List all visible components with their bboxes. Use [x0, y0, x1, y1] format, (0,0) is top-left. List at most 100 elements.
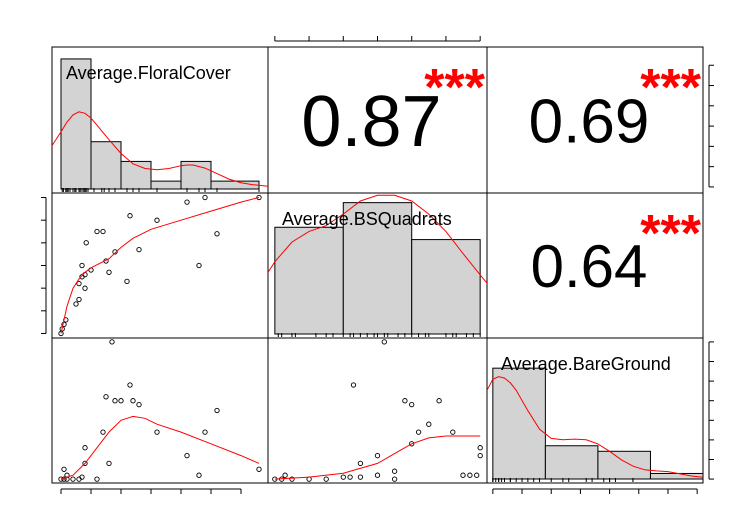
data-point	[61, 466, 67, 472]
data-point	[136, 246, 142, 253]
data-point	[76, 296, 82, 303]
data-point	[256, 194, 262, 201]
data-point	[202, 429, 208, 435]
histogram-panel: Average.BareGround	[487, 354, 704, 482]
variable-label: Average.FloralCover	[66, 63, 231, 83]
data-point	[214, 231, 220, 237]
data-point	[474, 472, 480, 478]
histogram-panel: Average.FloralCover	[52, 58, 268, 192]
histogram-panel: Average.BSQuadrats	[268, 194, 487, 337]
smooth-line	[274, 435, 481, 480]
data-point	[82, 460, 88, 467]
panel-frame	[486, 337, 704, 484]
data-point	[450, 429, 456, 435]
variable-label: Average.BareGround	[501, 354, 671, 374]
data-point	[256, 466, 262, 472]
histogram-bar	[210, 180, 260, 190]
data-point	[127, 213, 133, 219]
data-point	[112, 398, 118, 404]
data-point	[82, 285, 88, 291]
histogram-bar	[544, 445, 599, 480]
data-point	[374, 472, 381, 478]
scatter-panel	[58, 339, 262, 482]
data-point	[112, 249, 118, 255]
data-point	[76, 280, 82, 287]
significance-stars: ***	[424, 59, 485, 117]
data-point	[106, 269, 112, 275]
correlation-panel: 0.69***	[529, 59, 702, 156]
data-point	[381, 339, 387, 345]
density-curve	[268, 194, 487, 284]
correlation-panel: 0.87***	[301, 59, 485, 162]
data-point	[154, 429, 160, 435]
data-point	[357, 474, 364, 480]
data-point	[184, 452, 190, 459]
data-point	[136, 401, 142, 408]
data-point	[70, 476, 76, 482]
data-point	[196, 472, 202, 478]
data-point	[409, 441, 415, 447]
correlation-value: 0.64	[531, 233, 648, 300]
histogram-bar	[342, 202, 413, 335]
data-point	[109, 339, 115, 345]
data-point	[124, 278, 130, 285]
data-point	[184, 199, 190, 205]
data-point	[130, 398, 136, 404]
data-point	[340, 474, 346, 480]
data-point	[467, 472, 473, 478]
data-point	[79, 262, 85, 269]
data-point	[289, 476, 295, 482]
data-point	[350, 382, 357, 388]
histogram-bar	[90, 141, 122, 190]
data-point	[402, 398, 408, 404]
data-point	[202, 194, 208, 201]
histogram-bar	[411, 239, 481, 335]
data-point	[94, 228, 100, 235]
data-point	[154, 217, 160, 223]
significance-stars: ***	[640, 59, 701, 117]
histogram-bar	[150, 180, 182, 190]
panel-frame	[267, 337, 488, 484]
data-point	[426, 421, 432, 427]
data-point	[196, 262, 202, 269]
correlation-panel: 0.64***	[531, 205, 702, 300]
correlation-value: 0.87	[301, 82, 441, 162]
data-point	[58, 476, 64, 482]
data-point	[127, 382, 133, 388]
data-point	[73, 301, 79, 307]
cells-layer: Average.FloralCover Average.BSQuadrats Ave…	[51, 46, 704, 484]
variable-label: Average.BSQuadrats	[282, 209, 452, 229]
correlation-value: 0.69	[529, 87, 650, 156]
histogram-bar	[274, 226, 344, 335]
data-point	[374, 452, 381, 459]
data-point	[106, 460, 112, 467]
data-point	[83, 240, 89, 246]
data-point	[100, 429, 106, 435]
data-point	[477, 452, 483, 459]
data-point	[477, 445, 483, 451]
histogram-bar	[120, 160, 152, 190]
histogram-bar	[597, 450, 651, 480]
density-curve	[52, 111, 268, 187]
data-point	[357, 460, 364, 467]
data-point	[323, 476, 329, 482]
data-point	[214, 407, 220, 414]
data-point	[103, 394, 109, 400]
density-curve	[487, 376, 703, 478]
histogram-bar	[492, 367, 546, 480]
smooth-line	[60, 197, 260, 334]
data-point	[282, 472, 288, 478]
data-point	[391, 476, 398, 482]
data-point	[79, 474, 85, 480]
data-point	[436, 398, 442, 404]
significance-stars: ***	[640, 205, 701, 263]
data-point	[100, 228, 106, 235]
data-point	[409, 401, 415, 408]
scatter-panel	[58, 194, 262, 337]
data-point	[415, 429, 422, 435]
data-point	[347, 474, 353, 480]
smooth-line	[60, 415, 260, 480]
data-point	[118, 398, 124, 404]
data-point	[391, 468, 398, 474]
